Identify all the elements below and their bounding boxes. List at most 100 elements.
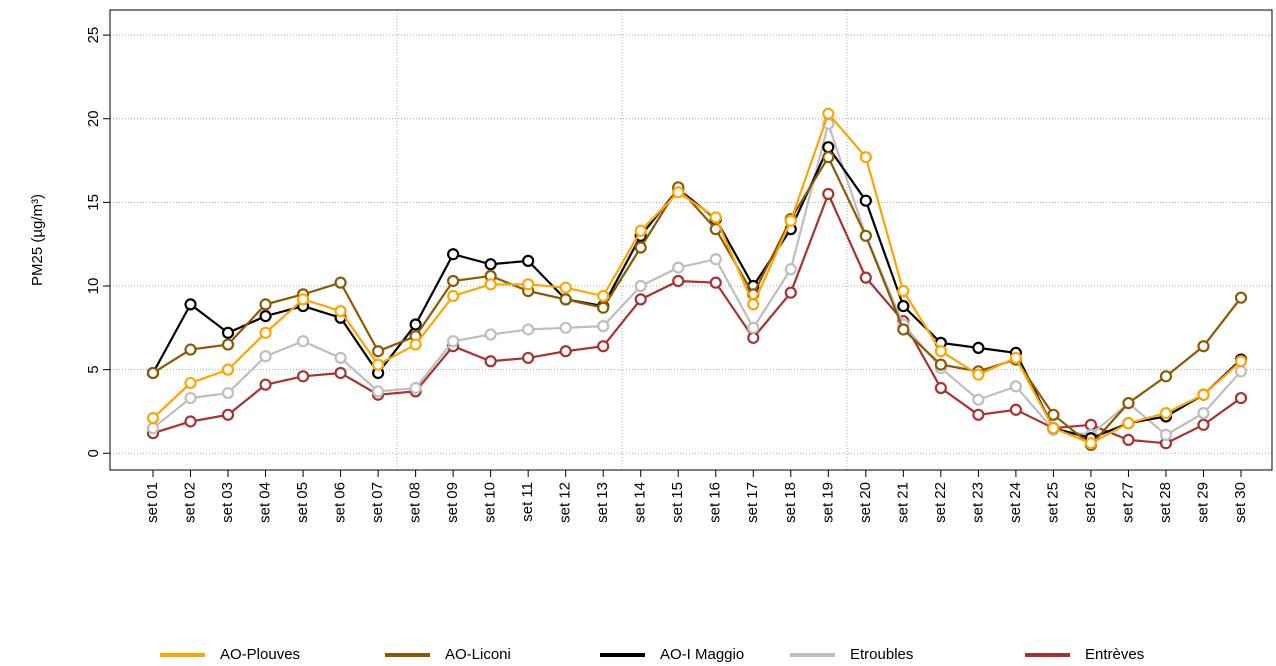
data-point: [1009, 351, 1022, 365]
x-tick-label: set 15: [669, 482, 686, 523]
data-point: [1047, 408, 1060, 421]
data-point: [334, 304, 347, 318]
data-point: [559, 321, 572, 334]
data-point: [522, 278, 535, 291]
data-point: [184, 376, 197, 390]
data-point: [409, 338, 422, 351]
data-point: [484, 278, 497, 291]
series: [146, 187, 1248, 450]
data-point: [559, 281, 572, 294]
data-point: [934, 381, 947, 395]
data-point: [672, 261, 685, 274]
data-point: [897, 323, 910, 336]
data-point: [672, 186, 685, 199]
x-tick-label: set 16: [707, 482, 724, 523]
x-tick-label: set 27: [1119, 482, 1136, 523]
data-point: [334, 351, 347, 365]
data-point: [597, 289, 610, 303]
data-point: [221, 363, 235, 376]
x-tick-label: set 13: [594, 482, 611, 523]
data-point: [859, 271, 872, 284]
data-point: [859, 151, 872, 164]
series-line: [152, 144, 1242, 440]
x-tick-label: set 06: [332, 482, 349, 523]
data-point: [597, 301, 610, 314]
data-point: [559, 293, 572, 306]
y-tick-label: 10: [85, 278, 102, 295]
legend-label: Etroubles: [850, 646, 913, 663]
data-point: [146, 422, 160, 435]
data-point: [1197, 418, 1210, 431]
data-point: [522, 351, 535, 365]
data-point: [484, 258, 497, 271]
series-line: [152, 191, 1242, 445]
data-point: [709, 276, 722, 289]
data-point: [221, 326, 235, 339]
series: [146, 151, 1248, 452]
data-point: [1047, 422, 1060, 435]
data-point: [634, 224, 647, 237]
y-tick-label: 0: [85, 449, 102, 457]
data-point: [259, 326, 272, 339]
x-tick-label: set 04: [257, 482, 274, 523]
x-tick-label: set 02: [181, 482, 198, 523]
data-point: [1234, 391, 1248, 405]
x-tick-label: set 11: [519, 482, 536, 522]
data-point: [372, 358, 385, 371]
x-tick-label: set 08: [407, 482, 424, 523]
data-point: [972, 408, 985, 421]
data-point: [447, 289, 460, 303]
x-tick-label: set 14: [632, 482, 649, 523]
data-point: [146, 412, 160, 425]
x-tick-label: set 03: [219, 482, 236, 523]
data-point: [184, 343, 197, 356]
data-point: [597, 340, 610, 353]
data-point: [1122, 417, 1135, 430]
legend-item: AO-I Maggio: [600, 646, 744, 663]
data-point: [184, 391, 197, 405]
x-tick-label: set 28: [1157, 482, 1174, 523]
x-tick-label: set 12: [557, 482, 574, 523]
legend-item: AO-Plouves: [160, 646, 300, 663]
data-point: [334, 366, 347, 380]
data-point: [1122, 433, 1135, 446]
data-point: [972, 393, 985, 406]
data-point: [221, 338, 235, 351]
data-point: [934, 345, 947, 358]
data-point: [597, 320, 610, 333]
data-point: [334, 276, 347, 289]
data-point: [1084, 418, 1098, 431]
series-line: [152, 111, 1242, 445]
data-point: [747, 331, 760, 344]
data-point: [1159, 428, 1173, 441]
data-point: [522, 323, 535, 336]
series-line: [152, 119, 1242, 437]
x-tick-label: set 17: [744, 482, 761, 523]
data-point: [822, 151, 835, 164]
data-point: [184, 415, 197, 428]
data-point: [296, 293, 310, 306]
x-tick-label: set 23: [969, 482, 986, 523]
x-tick-label: set 19: [819, 482, 836, 523]
data-point: [709, 253, 722, 266]
data-point: [859, 194, 872, 207]
data-point: [859, 229, 872, 242]
data-point: [296, 370, 310, 383]
data-point: [747, 321, 760, 334]
data-point: [972, 341, 985, 354]
data-point: [822, 107, 835, 120]
data-point: [1234, 355, 1248, 368]
data-point: [484, 328, 497, 341]
x-tick-label: set 30: [1232, 482, 1249, 523]
legend-label: AO-I Maggio: [660, 646, 744, 663]
y-axis-label: PM25 (µg/m³): [29, 194, 46, 286]
data-point: [259, 310, 272, 323]
data-point: [1197, 340, 1210, 353]
data-point: [934, 358, 947, 371]
series: [146, 107, 1248, 450]
data-point: [822, 141, 835, 154]
x-tick-label: set 01: [144, 482, 161, 523]
data-point: [897, 284, 910, 298]
data-point: [372, 385, 385, 398]
data-point: [146, 366, 160, 380]
